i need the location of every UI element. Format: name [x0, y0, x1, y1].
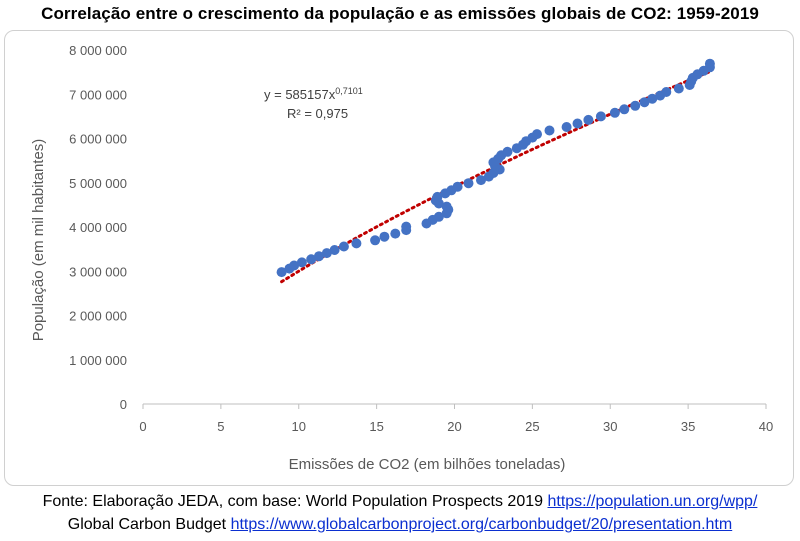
data-point: [647, 93, 658, 104]
x-tick-label: 0: [139, 419, 146, 434]
data-point: [502, 146, 513, 157]
y-tick-label: 4 000 000: [69, 220, 127, 235]
y-tick-label: 1 000 000: [69, 353, 127, 368]
y-tick-label: 6 000 000: [69, 132, 127, 147]
x-tick-label: 20: [447, 419, 461, 434]
chart-title: Correlação entre o crescimento da popula…: [41, 4, 759, 23]
points-layer: [276, 58, 715, 278]
y-axis-label: População (em mil habitantes): [30, 139, 47, 342]
footer-line-2: Global Carbon Budget https://www.globalc…: [0, 516, 800, 534]
data-point: [619, 104, 630, 115]
data-point: [572, 118, 583, 129]
data-point: [276, 267, 287, 278]
y-tick-label: 2 000 000: [69, 309, 127, 324]
trendline-equation: y = 585157x0,7101: [264, 86, 363, 102]
data-point: [432, 191, 443, 202]
r-squared-label: R² = 0,975: [287, 106, 348, 121]
footer-budget-text: Global Carbon Budget: [67, 516, 231, 533]
x-tick-label: 40: [759, 419, 773, 434]
data-point: [289, 260, 300, 271]
x-tick-label: 25: [525, 419, 539, 434]
y-tick-label: 5 000 000: [69, 176, 127, 191]
data-point: [379, 231, 390, 242]
data-point: [544, 125, 555, 136]
y-tick-label: 3 000 000: [69, 264, 127, 279]
data-point: [390, 228, 401, 239]
data-point: [532, 129, 542, 140]
data-point: [463, 178, 474, 189]
data-point: [452, 181, 463, 192]
axes: 0 5 10 15 20 25 30 35 40 0 1 000 000 2 000 000 3 000…: [69, 43, 773, 434]
data-point: [433, 211, 444, 222]
data-point: [351, 238, 362, 249]
data-point: [583, 114, 594, 125]
data-point: [595, 111, 606, 122]
x-axis-label: Emissões de CO2 (em bilhões toneladas): [289, 456, 566, 473]
wpp-link[interactable]: https://population.un.org/wpp/: [547, 493, 758, 510]
x-tick-label: 35: [681, 419, 695, 434]
data-point: [609, 107, 620, 118]
data-point: [338, 241, 349, 252]
data-point: [441, 201, 452, 212]
data-point: [321, 248, 332, 259]
x-tick-label: 10: [292, 419, 306, 434]
data-point: [306, 254, 317, 265]
chart-area: [4, 30, 794, 486]
data-point: [370, 235, 381, 246]
data-point: [561, 122, 572, 132]
footer-source-text: Fonte: Elaboração JEDA, com base: World …: [42, 493, 548, 510]
data-point: [639, 97, 650, 108]
y-tick-label: 7 000 000: [69, 87, 127, 102]
data-point: [329, 245, 340, 255]
data-point: [401, 221, 412, 232]
data-point: [314, 251, 324, 262]
data-point: [296, 257, 307, 268]
data-point: [704, 58, 715, 69]
data-point: [661, 87, 672, 97]
footer-line-1: Fonte: Elaboração JEDA, com base: World …: [0, 493, 800, 511]
x-tick-label: 30: [603, 419, 617, 434]
data-point: [673, 83, 684, 94]
x-tick-label: 15: [369, 419, 383, 434]
x-tick-label: 5: [217, 419, 224, 434]
carbon-budget-link[interactable]: https://www.globalcarbonproject.org/carb…: [230, 516, 733, 533]
y-tick-label: 8 000 000: [69, 43, 127, 58]
data-point: [630, 100, 641, 111]
y-tick-label: 0: [120, 397, 127, 412]
data-point: [476, 175, 486, 186]
